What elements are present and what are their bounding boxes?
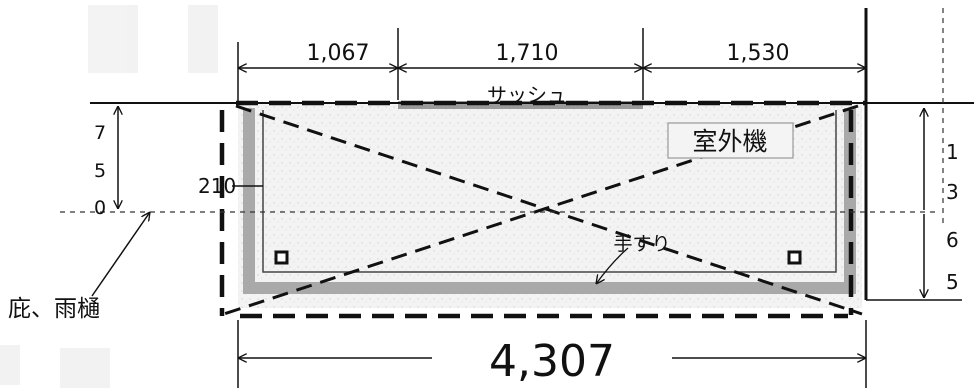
eaves-gutter-label: 庇、雨樋 bbox=[8, 296, 100, 322]
dim-top-right: 1,530 bbox=[727, 41, 790, 66]
left-height-digit: 7 bbox=[94, 122, 106, 144]
post-right bbox=[787, 250, 802, 265]
right-height-digit: 5 bbox=[946, 270, 959, 294]
dim-top-left: 1,067 bbox=[307, 41, 370, 66]
sash-label: サッシュ bbox=[487, 83, 567, 107]
left-height-digit: 0 bbox=[94, 197, 106, 219]
outdoor-unit-label: 室外機 bbox=[692, 127, 767, 156]
inner-offset-label: 210 bbox=[198, 174, 236, 198]
right-height-digit: 1 bbox=[946, 140, 959, 164]
handrail-label: 手すり bbox=[613, 233, 670, 255]
overall-width-label: 4,307 bbox=[489, 336, 615, 387]
handrail-inner-line bbox=[262, 110, 837, 273]
right-height-digit: 3 bbox=[946, 180, 959, 204]
right-height-digit: 6 bbox=[946, 228, 959, 252]
outdoor-unit-box bbox=[667, 122, 794, 159]
overall-dimension bbox=[237, 320, 867, 388]
eaves-leader bbox=[91, 212, 150, 297]
dim-top-middle: 1,710 bbox=[496, 41, 559, 66]
watermark-top bbox=[88, 5, 218, 73]
left-height-digit: 5 bbox=[94, 160, 106, 182]
dashed-outline bbox=[219, 100, 866, 319]
handrail-leader bbox=[596, 247, 629, 284]
top-dimension bbox=[237, 28, 866, 103]
watermark-bottom bbox=[0, 345, 110, 388]
post-left bbox=[274, 250, 289, 265]
